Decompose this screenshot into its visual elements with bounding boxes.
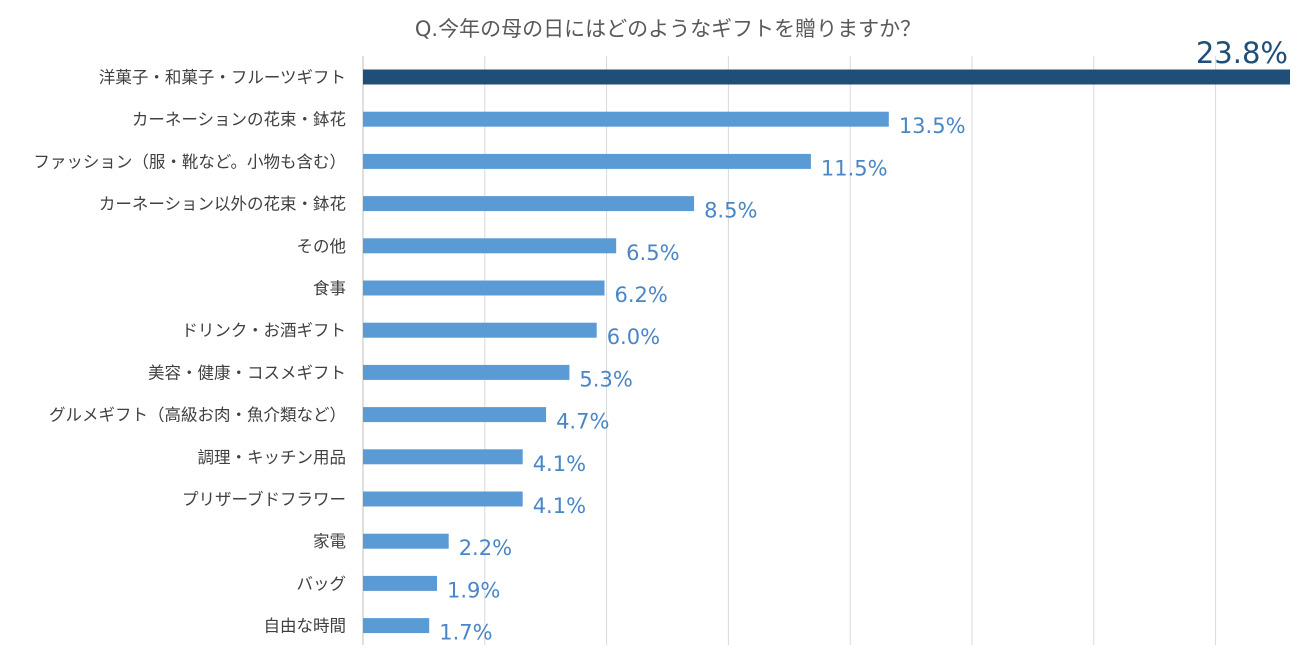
data-label: 5.3% (579, 367, 632, 391)
data-label: 6.0% (607, 325, 660, 349)
bar-7 (363, 322, 597, 338)
data-label: 23.8% (1196, 36, 1288, 70)
bar-4 (363, 196, 695, 212)
bar-10 (363, 449, 523, 465)
bar-2 (363, 111, 889, 127)
category-label: 自由な時間 (264, 617, 347, 636)
bar-9 (363, 407, 547, 423)
bar-13 (363, 575, 438, 591)
chart-title: Q.今年の母の日にはどのようなギフトを贈りますか？ (415, 17, 921, 41)
data-label: 4.7% (556, 410, 609, 434)
data-label: 11.5% (821, 156, 888, 180)
bar-11 (363, 491, 523, 507)
bar-8 (363, 364, 570, 380)
data-label: 6.5% (626, 241, 679, 265)
data-label: 2.2% (459, 536, 512, 560)
bar-6 (363, 280, 605, 296)
category-label: 洋菓子・和菓子・フルーツギフト (99, 68, 346, 87)
data-label: 1.7% (439, 621, 492, 645)
category-label: グルメギフト（高級お肉・魚介類など） (49, 406, 346, 425)
category-label: その他 (297, 237, 347, 256)
data-label: 1.9% (447, 578, 500, 602)
bar-14 (363, 618, 430, 634)
data-label: 4.1% (533, 494, 586, 518)
data-label: 4.1% (533, 452, 586, 476)
bar-12 (363, 533, 449, 549)
bar-3 (363, 153, 811, 169)
category-label: 食事 (313, 279, 346, 298)
category-label: 家電 (313, 532, 346, 551)
bar-1 (363, 69, 1290, 85)
category-label: 調理・キッチン用品 (198, 448, 347, 467)
category-label: カーネーション以外の花束・鉢花 (99, 195, 346, 214)
data-label: 13.5% (899, 114, 966, 138)
category-label: ドリンク・お酒ギフト (181, 321, 346, 340)
data-labels: 23.8% 13.5% 11.5% 8.5% 6.5% 6.2% 6.0% 5.3% 4.7% 4… (439, 36, 1288, 645)
category-label: プリザーブドフラワー (182, 489, 346, 509)
data-label: 6.2% (614, 283, 667, 307)
bars (363, 69, 1290, 634)
bar-5 (363, 238, 617, 254)
category-labels: 洋菓子・和菓子・フルーツギフトカーネーションの花束・鉢花ファッション（服・靴など… (33, 68, 346, 636)
data-label: 8.5% (704, 199, 757, 223)
category-label: ファッション（服・靴など。小物も含む） (33, 152, 346, 171)
category-label: バッグ (297, 574, 347, 593)
category-label: カーネーションの花束・鉢花 (132, 110, 346, 129)
category-label: 美容・健康・コスメギフト (148, 363, 346, 382)
